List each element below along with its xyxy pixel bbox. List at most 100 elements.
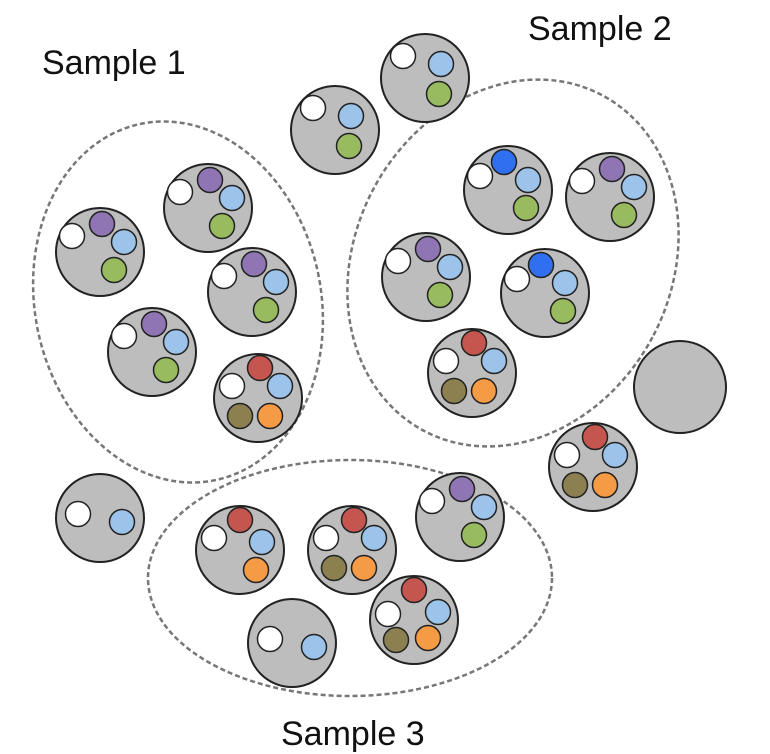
sample-1-cell	[107, 307, 197, 397]
cell-bottom-left	[55, 473, 145, 563]
purple-particle	[448, 475, 476, 503]
white-particle	[210, 262, 238, 290]
green-particle	[512, 194, 540, 222]
red-particle	[226, 506, 254, 534]
green-particle	[208, 212, 236, 240]
light-blue-particle	[218, 184, 246, 212]
sample-1-cell	[55, 207, 145, 297]
light-blue-particle	[110, 228, 138, 256]
white-particle	[64, 500, 92, 528]
sample-2-cell	[463, 145, 553, 235]
blue-particle	[527, 251, 555, 279]
cell-top-center	[380, 33, 470, 123]
olive-particle	[440, 377, 468, 405]
purple-particle	[414, 235, 442, 263]
green-particle	[152, 356, 180, 384]
cell-empty-right	[633, 340, 727, 434]
white-particle	[110, 322, 138, 350]
light-blue-particle	[108, 508, 136, 536]
sample-2-cell	[381, 232, 471, 322]
sample-3-cell	[247, 598, 337, 688]
white-particle	[568, 167, 596, 195]
purple-particle	[140, 310, 168, 338]
blue-particle	[490, 148, 518, 176]
sample-3-cell	[307, 505, 397, 595]
sample-1-cell	[207, 247, 297, 337]
white-particle	[218, 372, 246, 400]
light-blue-particle	[266, 372, 294, 400]
white-particle	[466, 162, 494, 190]
light-blue-particle	[360, 524, 388, 552]
light-blue-particle	[436, 253, 464, 281]
light-blue-particle	[514, 166, 542, 194]
orange-particle	[256, 402, 284, 430]
light-blue-particle	[248, 528, 276, 556]
green-particle	[460, 521, 488, 549]
cell-body	[55, 473, 145, 563]
light-blue-particle	[424, 598, 452, 626]
light-blue-particle	[162, 328, 190, 356]
orange-particle	[470, 377, 498, 405]
orange-particle	[242, 556, 270, 584]
light-blue-particle	[427, 50, 455, 78]
white-particle	[389, 42, 417, 70]
sample-1-cell	[163, 163, 253, 253]
cell-top-left	[290, 85, 380, 175]
sample-3-cell	[195, 505, 285, 595]
sample-2-cell	[565, 152, 655, 242]
light-blue-particle	[620, 173, 648, 201]
olive-particle	[320, 554, 348, 582]
green-particle	[610, 201, 638, 229]
green-particle	[425, 80, 453, 108]
white-particle	[418, 487, 446, 515]
olive-particle	[226, 402, 254, 430]
light-blue-particle	[262, 268, 290, 296]
white-particle	[256, 625, 284, 653]
sample-1-cell	[213, 353, 303, 443]
light-blue-particle	[551, 269, 579, 297]
light-blue-particle	[337, 102, 365, 130]
white-particle	[299, 94, 327, 122]
white-particle	[200, 524, 228, 552]
red-particle	[246, 354, 274, 382]
sample-2-cell	[500, 248, 590, 338]
sample-1-label: Sample 1	[42, 44, 186, 82]
red-particle	[400, 576, 428, 604]
white-particle	[312, 524, 340, 552]
green-particle	[100, 256, 128, 284]
sample-3-cell	[415, 472, 505, 562]
white-particle	[384, 247, 412, 275]
green-particle	[426, 281, 454, 309]
sample-2-cell	[427, 328, 517, 418]
white-particle	[374, 600, 402, 628]
red-particle	[581, 423, 609, 451]
purple-particle	[196, 166, 224, 194]
light-blue-particle	[300, 633, 328, 661]
red-particle	[460, 329, 488, 357]
light-blue-particle	[470, 493, 498, 521]
purple-particle	[598, 155, 626, 183]
sample-2-label: Sample 2	[528, 10, 672, 48]
green-particle	[252, 296, 280, 324]
white-particle	[503, 265, 531, 293]
white-particle	[166, 178, 194, 206]
olive-particle	[382, 626, 410, 654]
sample-3-boundary	[146, 458, 554, 698]
sample-1-boundary	[31, 120, 325, 484]
white-particle	[432, 347, 460, 375]
sample-2-boundary	[346, 78, 680, 448]
purple-particle	[240, 250, 268, 278]
green-particle	[335, 132, 363, 160]
green-particle	[549, 297, 577, 325]
light-blue-particle	[601, 441, 629, 469]
orange-particle	[350, 554, 378, 582]
cell-right-red	[548, 422, 638, 512]
purple-particle	[88, 210, 116, 238]
white-particle	[553, 441, 581, 469]
light-blue-particle	[480, 347, 508, 375]
sample-3-label: Sample 3	[281, 715, 425, 753]
red-particle	[340, 506, 368, 534]
olive-particle	[561, 471, 589, 499]
cell-body	[247, 598, 337, 688]
